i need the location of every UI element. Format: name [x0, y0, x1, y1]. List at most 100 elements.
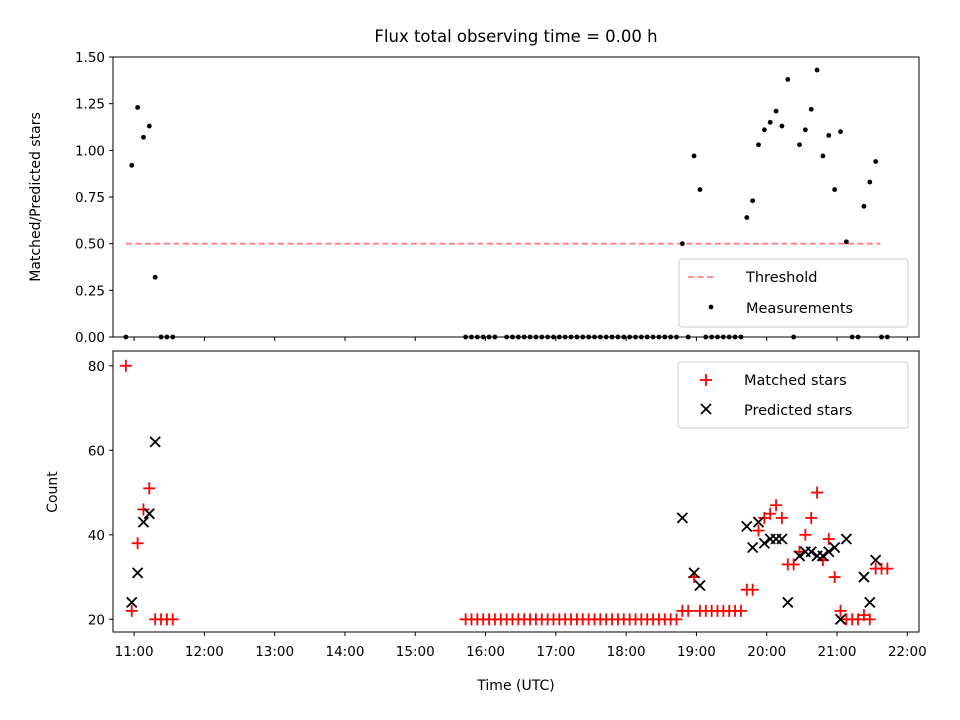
measurement-point: [158, 334, 164, 340]
predicted-star-point: [870, 554, 882, 566]
matched-star-point: [670, 613, 683, 626]
measurement-point: [533, 334, 539, 340]
bottom-axes-frame: [112, 350, 920, 633]
predicted-star-point: [829, 541, 841, 554]
measurement-point: [574, 334, 580, 340]
matched-star-point: [799, 528, 812, 541]
predicted-star-point: [143, 508, 155, 520]
x-tick-label: 16:00: [466, 644, 505, 660]
x-tick-label: 17:00: [536, 644, 575, 660]
measurement-point: [843, 239, 849, 245]
measurement-point: [849, 334, 855, 340]
measurement-point: [539, 334, 545, 340]
x-tick-label: 18:00: [607, 644, 646, 660]
top-y-tick-label: 0.75: [75, 190, 105, 206]
legend-matched-label: Matched stars: [744, 373, 847, 389]
measurement-point: [627, 334, 633, 340]
measurement-point: [797, 142, 802, 148]
bottom-y-axis-label: Count: [45, 471, 61, 513]
measurement-point: [697, 187, 703, 192]
matched-star-point: [834, 604, 847, 617]
bottom-y-tick-label: 40: [88, 528, 105, 544]
predicted-star-point: [747, 541, 759, 554]
legend-predicted-label: Predicted stars: [744, 403, 852, 419]
measurement-point: [884, 334, 890, 340]
top-y-tick-label: 0.00: [75, 330, 105, 346]
measurement-point: [744, 215, 750, 220]
measurement-point: [791, 334, 797, 340]
measurement-point: [703, 334, 709, 340]
measurement-point: [492, 334, 498, 340]
measurement-point: [486, 334, 492, 340]
matched-star-point: [863, 613, 876, 626]
legend-measurements-swatch: [708, 304, 714, 310]
measurement-point: [556, 334, 562, 340]
measurement-point: [164, 334, 170, 340]
predicted-star-point: [741, 520, 753, 532]
measurement-point: [521, 334, 527, 340]
measurement-point: [469, 334, 474, 340]
measurement-point: [662, 334, 668, 340]
matched-star-point: [166, 613, 179, 626]
measurement-point: [510, 334, 515, 340]
measurement-point: [527, 334, 533, 340]
measurement-point: [738, 334, 744, 340]
predicted-star-point: [858, 571, 870, 583]
measurement-point: [146, 123, 152, 129]
measurement-point: [808, 106, 814, 112]
predicted-star-point: [840, 533, 853, 545]
measurement-point: [463, 334, 469, 340]
measurement-point: [170, 334, 176, 340]
bottom-legend: Matched stars Predicted stars: [677, 361, 909, 429]
measurement-point: [873, 159, 879, 164]
matched-star-point: [764, 507, 777, 520]
measurement-point: [785, 77, 791, 82]
measurement-point: [715, 334, 720, 340]
measurement-point: [504, 334, 510, 340]
measurement-point: [773, 108, 779, 114]
matched-star-point: [787, 558, 800, 571]
measurement-point: [515, 334, 521, 340]
matched-star-point: [131, 537, 144, 550]
top-legend-frame: [678, 258, 909, 328]
measurement-point: [802, 127, 808, 133]
measurement-point: [597, 334, 603, 340]
measurement-point: [152, 274, 158, 280]
predicted-star-point: [834, 613, 847, 625]
measurement-point: [656, 334, 662, 340]
measurement-point: [732, 334, 738, 340]
measurement-point: [691, 153, 697, 159]
matched-star-point: [752, 524, 765, 537]
measurement-point: [720, 334, 726, 340]
matched-star-point: [775, 511, 788, 524]
measurement-point: [123, 334, 129, 340]
predicted-star-point: [149, 436, 161, 448]
matched-star-point: [811, 486, 824, 499]
measurement-point: [779, 123, 785, 129]
top-y-tick-label: 0.50: [75, 237, 105, 253]
measurement-point: [838, 129, 843, 135]
top-y-tick-label: 0.25: [75, 283, 105, 299]
predicted-star-point: [758, 537, 770, 549]
measurement-point: [861, 203, 867, 209]
measurement-point: [832, 187, 838, 192]
measurement-point: [644, 334, 650, 340]
measurement-point: [480, 334, 486, 340]
measurement-point: [615, 334, 621, 340]
predicted-star-point: [805, 546, 817, 558]
predicted-star-point: [864, 596, 876, 609]
matched-star-point: [746, 583, 759, 596]
measurement-point: [474, 334, 480, 340]
bottom-legend-frame: [677, 361, 909, 429]
measurement-point: [674, 334, 679, 340]
measurement-point: [580, 334, 586, 340]
predicted-star-point: [793, 550, 806, 562]
top-y-axis-label: Matched/Predicted stars: [28, 112, 44, 282]
measurement-point: [679, 241, 685, 247]
matched-star-point: [119, 359, 132, 372]
legend-matched-swatch: [700, 374, 712, 386]
legend-predicted-swatch: [700, 403, 712, 415]
predicted-star-point: [694, 579, 706, 592]
matched-star-point: [734, 604, 747, 617]
